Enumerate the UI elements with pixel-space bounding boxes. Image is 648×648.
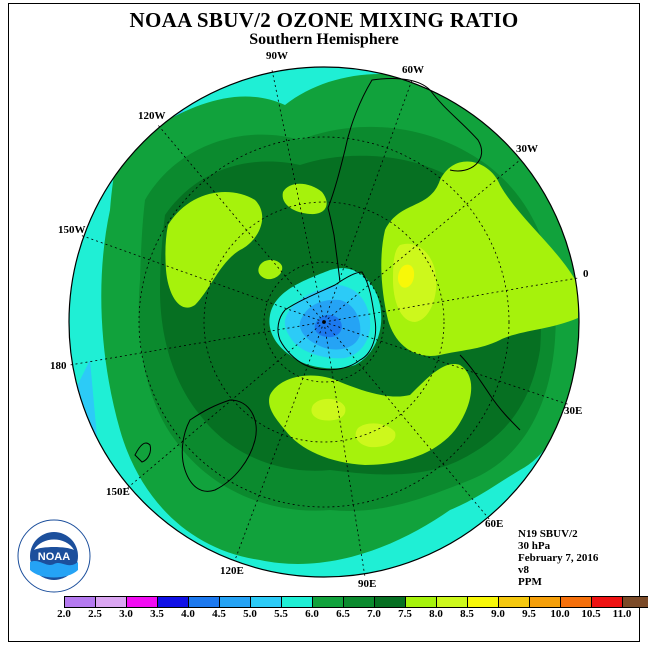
colorbar-tick-label: 11.0 — [612, 608, 632, 620]
lon-label-30e: 30E — [564, 405, 583, 417]
lon-label-60e: 60E — [485, 518, 504, 530]
lon-label-60w: 60W — [402, 64, 424, 76]
map-subtitle: Southern Hemisphere — [249, 31, 399, 48]
colorbar-swatch — [375, 597, 406, 607]
colorbar-swatch — [251, 597, 282, 607]
colorbar-tick-label: 7.5 — [398, 608, 412, 620]
colorbar — [64, 596, 648, 608]
south-america-coast — [327, 77, 483, 209]
info-version: v8 — [518, 564, 529, 576]
colorbar-swatch — [468, 597, 499, 607]
colorbar-swatch — [530, 597, 561, 607]
info-satellite: N19 SBUV/2 — [518, 528, 578, 540]
colorbar-tick-label: 3.0 — [119, 608, 133, 620]
field-8.0-8.5-south-a — [311, 398, 346, 421]
new-zealand-coast — [134, 442, 151, 463]
colorbar-tick-label: 8.0 — [429, 608, 443, 620]
map-title: NOAA SBUV/2 OZONE MIXING RATIO — [129, 8, 519, 32]
colorbar-swatch — [406, 597, 437, 607]
antarctic-peninsula-coast — [327, 207, 341, 283]
coastlines — [134, 77, 521, 492]
map-border — [68, 66, 580, 578]
colorbar-swatch — [96, 597, 127, 607]
colorbar-swatch — [65, 597, 96, 607]
lon-label-90e: 90E — [358, 578, 377, 590]
field-8.0-8.5-east — [393, 243, 437, 322]
colorbar-swatch — [313, 597, 344, 607]
info-date: February 7, 2016 — [518, 552, 599, 564]
lon-label-180: 180 — [50, 360, 67, 372]
colorbar-swatch — [282, 597, 313, 607]
colorbar-swatch — [158, 597, 189, 607]
lon-label-120w: 120W — [138, 110, 166, 122]
noaa-logo: NOAA — [17, 519, 91, 593]
colorbar-tick-label: 5.5 — [274, 608, 288, 620]
colorbar-swatch — [220, 597, 251, 607]
info-units: PPM — [518, 576, 542, 588]
figure-frame — [8, 3, 640, 642]
australia-coast — [181, 399, 257, 492]
colorbar-swatch — [189, 597, 220, 607]
field-7.5-8.0-south — [269, 364, 472, 465]
colorbar-tick-label: 2.0 — [57, 608, 71, 620]
africa-coast — [459, 354, 521, 431]
colorbar-swatch — [623, 597, 648, 607]
colorbar-ticks: 2.0 2.5 3.0 3.5 4.0 4.5 5.0 5.5 6.0 6.5 7.0 7.5 8.0 8… — [0, 608, 648, 622]
lon-label-150e: 150E — [106, 486, 130, 498]
colorbar-tick-label: 9.0 — [491, 608, 505, 620]
colorbar-swatch — [344, 597, 375, 607]
colorbar-tick-label: 10.0 — [550, 608, 570, 620]
lon-label-150w: 150W — [58, 224, 86, 236]
antarctica-coast — [277, 271, 377, 371]
colorbar-tick-label: 9.5 — [522, 608, 536, 620]
lon-label-90w: 90W — [266, 50, 288, 62]
field-8.5-9.0 — [397, 264, 415, 288]
colorbar-tick-label: 8.5 — [460, 608, 474, 620]
field-7.5-8.0-small — [258, 259, 283, 280]
info-level: 30 hPa — [518, 540, 551, 552]
colorbar-tick-label: 6.0 — [305, 608, 319, 620]
colorbar-tick-label: 6.5 — [336, 608, 350, 620]
field-8.0-8.5-south-b — [355, 423, 396, 448]
colorbar-swatch — [561, 597, 592, 607]
colorbar-tick-label: 4.5 — [212, 608, 226, 620]
colorbar-tick-label: 3.5 — [150, 608, 164, 620]
colorbar-tick-label: 4.0 — [181, 608, 195, 620]
colorbar-tick-label: 2.5 — [88, 608, 102, 620]
noaa-logo-text: NOAA — [38, 551, 70, 563]
colorbar-tick-label: 7.0 — [367, 608, 381, 620]
colorbar-swatch — [499, 597, 530, 607]
lon-label-0: 0 — [583, 268, 589, 280]
lon-label-120e: 120E — [220, 565, 244, 577]
graticule — [69, 69, 579, 578]
colorbar-swatch — [592, 597, 623, 607]
colorbar-swatch — [127, 597, 158, 607]
colorbar-tick-label: 5.0 — [243, 608, 257, 620]
field-7.5-8.0-west — [165, 192, 263, 308]
info-block: N19 SBUV/2 30 hPa February 7, 2016 v8 PP… — [518, 528, 598, 588]
colorbar-tick-label: 10.5 — [581, 608, 601, 620]
lon-label-30w: 30W — [516, 143, 538, 155]
colorbar-swatch — [437, 597, 468, 607]
field-7.5-8.0-blob — [282, 183, 327, 215]
